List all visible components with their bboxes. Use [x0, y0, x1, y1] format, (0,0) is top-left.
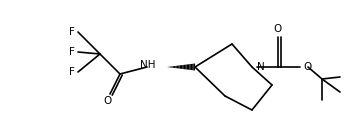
Polygon shape — [181, 65, 182, 69]
Text: F: F — [69, 67, 75, 77]
Text: O: O — [303, 62, 311, 72]
Polygon shape — [184, 65, 185, 69]
Polygon shape — [191, 64, 192, 70]
Polygon shape — [188, 64, 189, 70]
Polygon shape — [171, 66, 173, 68]
Polygon shape — [180, 65, 181, 69]
Polygon shape — [192, 64, 194, 70]
Text: O: O — [274, 24, 282, 34]
Polygon shape — [175, 66, 177, 68]
Text: O: O — [104, 96, 112, 106]
Polygon shape — [185, 65, 187, 69]
Polygon shape — [194, 63, 195, 70]
Polygon shape — [177, 66, 178, 68]
Polygon shape — [174, 66, 175, 68]
Text: F: F — [69, 27, 75, 37]
Polygon shape — [182, 65, 184, 69]
Polygon shape — [178, 65, 180, 69]
Text: F: F — [69, 47, 75, 57]
Text: NH: NH — [140, 60, 156, 70]
Text: N: N — [257, 62, 265, 72]
Polygon shape — [189, 64, 191, 70]
Polygon shape — [187, 64, 188, 70]
Polygon shape — [170, 67, 171, 68]
Polygon shape — [173, 66, 174, 68]
